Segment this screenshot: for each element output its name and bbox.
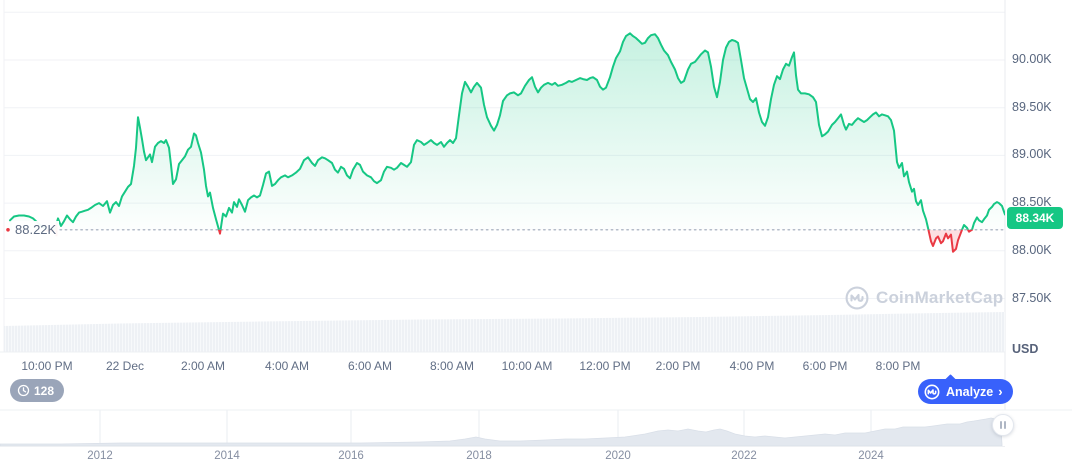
- navigator-region[interactable]: [0, 410, 1005, 447]
- y-axis-tick-label: 89.50K: [1012, 99, 1052, 114]
- x-axis-tick-label: 2:00 AM: [180, 359, 226, 373]
- x-axis-tick-label: 8:00 PM: [875, 359, 921, 373]
- navigator-year-label: 2018: [466, 450, 492, 462]
- x-axis-tick-label: 10:00 PM: [21, 359, 73, 373]
- navigator-year-label: 2022: [731, 450, 757, 462]
- previous-close-label: 88.22K: [12, 221, 60, 238]
- currency-unit-label: USD: [1012, 342, 1039, 356]
- x-axis-tick-label: 8:00 AM: [429, 359, 475, 373]
- y-axis-tick-label: 88.00K: [1012, 242, 1052, 257]
- navigator-right-handle[interactable]: [992, 414, 1014, 436]
- navigator-year-label: 2020: [605, 450, 631, 462]
- navigator-year-label: 2024: [858, 450, 884, 462]
- x-axis-tick-label: 4:00 PM: [729, 359, 775, 373]
- x-axis-tick-label: 12:00 PM: [579, 359, 631, 373]
- watermark-text: CoinMarketCap: [876, 288, 1004, 307]
- x-axis-tick-label: 6:00 AM: [347, 359, 393, 373]
- x-axis-tick-label: 2:00 PM: [655, 359, 701, 373]
- history-count: 128: [34, 383, 55, 398]
- handle-grip-bar: [999, 421, 1002, 429]
- watermark: CoinMarketCap: [845, 286, 1003, 310]
- y-axis-tick-label: 88.50K: [1012, 195, 1052, 210]
- navigator-year-label: 2014: [214, 450, 240, 462]
- coinmarketcap-logo-icon: [845, 286, 869, 310]
- x-axis-tick-label: 4:00 AM: [264, 359, 310, 373]
- x-axis-tick-label: 22 Dec: [105, 359, 145, 373]
- analyze-button[interactable]: Analyze ›: [918, 374, 1013, 404]
- x-axis-tick-label: 6:00 PM: [802, 359, 848, 373]
- x-axis-tick-label: 10:00 AM: [501, 359, 553, 373]
- current-price-badge: 88.34K: [1007, 207, 1063, 229]
- analyze-label: Analyze: [946, 384, 994, 399]
- navigator-year-label: 2012: [87, 450, 113, 462]
- y-axis-tick-label: 87.50K: [1012, 290, 1052, 305]
- y-axis-tick-label: 89.00K: [1012, 147, 1052, 162]
- coinmarketcap-logo-icon: [924, 384, 940, 399]
- navigator-year-label: 2016: [338, 450, 364, 462]
- y-axis-tick-label: 90.00K: [1012, 52, 1052, 66]
- history-badge[interactable]: 128: [7, 379, 65, 402]
- handle-grip-bar: [1004, 421, 1007, 429]
- clock-history-icon: [17, 384, 30, 397]
- chevron-right-icon: ›: [998, 384, 1003, 399]
